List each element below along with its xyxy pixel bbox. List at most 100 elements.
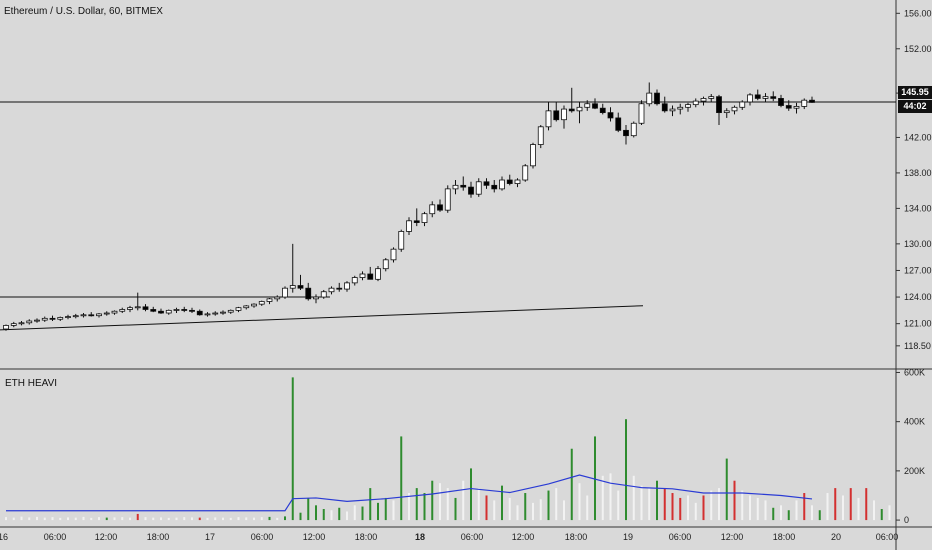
time-tick-label: 18 bbox=[415, 532, 425, 542]
volume-bar bbox=[384, 497, 387, 521]
candle-down bbox=[483, 181, 490, 186]
volume-bar bbox=[415, 488, 418, 521]
volume-bar bbox=[733, 480, 736, 521]
price-tick-label: 127.00 bbox=[904, 265, 932, 275]
volume-bar bbox=[129, 517, 131, 521]
volume-bar bbox=[20, 516, 23, 521]
candle-down bbox=[460, 184, 467, 188]
candle-down bbox=[437, 204, 443, 211]
candle-up bbox=[584, 103, 591, 108]
volume-bar bbox=[888, 505, 891, 521]
candle-up bbox=[561, 108, 567, 121]
time-tick-label: 18:00 bbox=[565, 532, 588, 542]
time-tick-label: 12:00 bbox=[512, 532, 535, 542]
volume-bar bbox=[687, 495, 689, 521]
volume-bar bbox=[601, 475, 604, 521]
candle-up bbox=[382, 259, 389, 270]
time-tick-label: 06:00 bbox=[251, 532, 274, 542]
volume-bar bbox=[206, 517, 209, 521]
candle-up bbox=[475, 181, 482, 195]
volume-bar bbox=[198, 517, 201, 521]
candle-down bbox=[150, 309, 157, 312]
volume-bar bbox=[625, 419, 627, 521]
volume-bar bbox=[485, 495, 488, 521]
candle-up bbox=[344, 282, 350, 290]
volume-bar bbox=[780, 505, 782, 521]
candle-up bbox=[452, 184, 459, 190]
candle-up bbox=[429, 204, 436, 215]
volume-bar bbox=[12, 517, 15, 521]
volume-bar bbox=[291, 377, 294, 521]
candle-down bbox=[623, 129, 629, 137]
volume-bar bbox=[524, 493, 527, 521]
volume-bar bbox=[648, 488, 651, 521]
volume-bar bbox=[144, 517, 147, 521]
volume-bar bbox=[501, 485, 503, 521]
volume-bar bbox=[508, 497, 511, 521]
candle-up bbox=[723, 110, 730, 114]
time-tick-label: 06:00 bbox=[669, 532, 692, 542]
candle-up bbox=[677, 106, 684, 110]
volume-bar bbox=[439, 483, 441, 521]
candle-up bbox=[57, 317, 64, 320]
candle-up bbox=[103, 312, 110, 315]
candle-down bbox=[661, 103, 668, 112]
candle-up bbox=[26, 320, 33, 324]
volume-bar bbox=[90, 517, 93, 521]
volume-tick-label: 0 bbox=[904, 515, 909, 525]
volume-bar bbox=[772, 507, 775, 521]
candle-down bbox=[754, 94, 761, 99]
volume-bar bbox=[229, 517, 232, 521]
candle-up bbox=[801, 99, 808, 107]
candle-down bbox=[599, 107, 606, 114]
candle-up bbox=[72, 315, 79, 318]
volume-bar bbox=[59, 517, 62, 521]
volume-bar bbox=[400, 436, 403, 521]
volume-bar bbox=[5, 517, 7, 521]
volume-bar bbox=[222, 517, 224, 521]
volume-bar bbox=[710, 490, 713, 521]
candle-down bbox=[189, 309, 195, 312]
volume-ma-line bbox=[6, 474, 813, 512]
volume-bar bbox=[175, 517, 178, 521]
volume-bar bbox=[547, 490, 550, 521]
volume-bar bbox=[679, 497, 682, 521]
volume-bar bbox=[656, 480, 658, 521]
price-tick-label: 156.00 bbox=[904, 8, 932, 18]
volume-bar bbox=[609, 473, 612, 521]
candle-down bbox=[413, 220, 420, 223]
price-tick-label: 152.00 bbox=[904, 44, 932, 54]
volume-tick-label: 400K bbox=[904, 417, 925, 427]
candle-up bbox=[220, 311, 226, 314]
candle-up bbox=[18, 322, 25, 325]
candle-up bbox=[111, 310, 118, 314]
volume-bar bbox=[842, 495, 844, 521]
volume-bar bbox=[764, 500, 767, 521]
volume-bar bbox=[787, 510, 790, 521]
candle-up bbox=[227, 309, 234, 313]
volume-bar bbox=[74, 517, 77, 521]
volume-bar bbox=[477, 488, 480, 521]
candle-down bbox=[468, 186, 474, 195]
candle-up bbox=[522, 165, 529, 181]
volume-bar bbox=[260, 517, 263, 521]
candle-up bbox=[708, 96, 715, 99]
volume-bar bbox=[640, 485, 643, 521]
time-tick-label: 12:00 bbox=[721, 532, 744, 542]
candle-up bbox=[134, 306, 141, 309]
candle-down bbox=[615, 117, 622, 131]
ascending-trendline bbox=[0, 305, 644, 331]
candle-up bbox=[65, 316, 71, 318]
candle-down bbox=[88, 314, 95, 317]
candle-up bbox=[243, 305, 250, 309]
volume-bar bbox=[811, 505, 813, 521]
candle-up bbox=[700, 98, 707, 102]
candle-up bbox=[398, 231, 405, 250]
candle-up bbox=[289, 285, 296, 289]
candle-up bbox=[545, 110, 552, 128]
candle-up bbox=[638, 103, 645, 124]
volume-bar bbox=[167, 517, 170, 521]
volume-bar bbox=[718, 488, 720, 521]
volume-bar bbox=[516, 505, 519, 521]
